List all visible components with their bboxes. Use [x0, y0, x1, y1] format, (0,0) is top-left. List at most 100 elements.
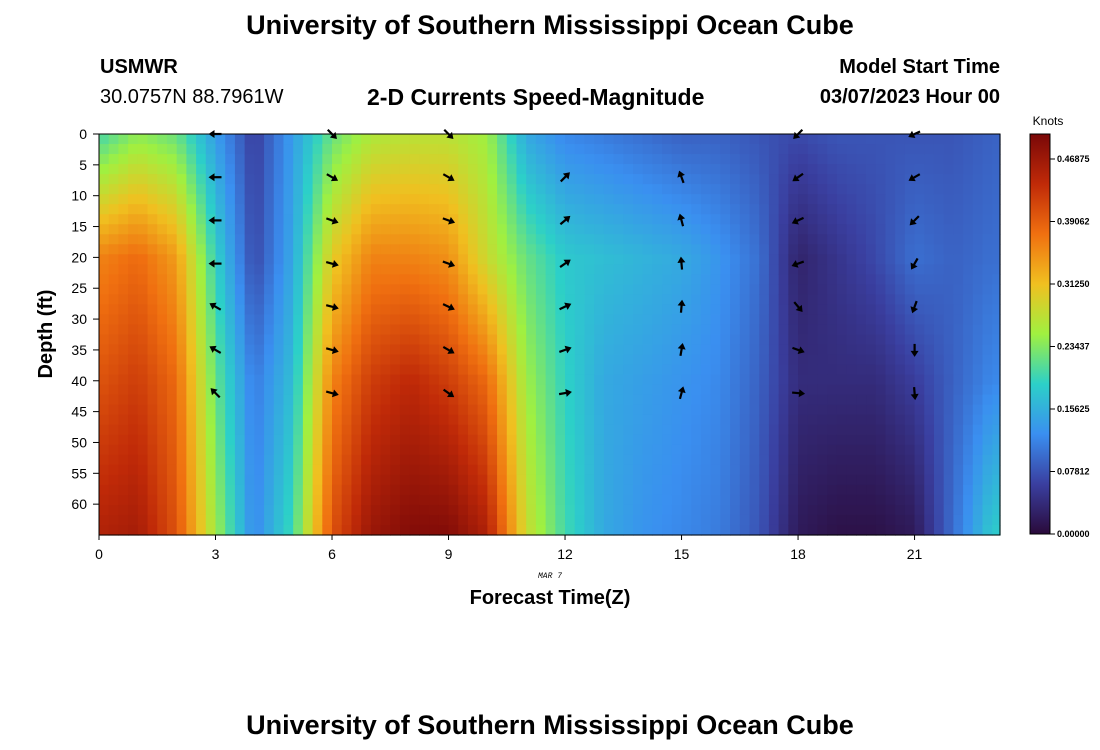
heatmap-cell	[506, 164, 518, 175]
heatmap-cell	[768, 414, 780, 426]
heatmap-cell	[633, 374, 644, 386]
heatmap-cell	[963, 434, 974, 446]
heatmap-cell	[710, 424, 721, 436]
heatmap-cell	[613, 494, 624, 506]
heatmap-cell	[798, 354, 809, 366]
heatmap-cell	[399, 274, 411, 285]
heatmap-cell	[128, 514, 139, 526]
heatmap-cell	[215, 484, 226, 496]
heatmap-cell	[467, 334, 479, 346]
heatmap-cell	[603, 184, 615, 195]
heatmap-cell	[652, 334, 663, 346]
heatmap-cell	[652, 484, 663, 496]
heatmap-cell	[497, 464, 508, 476]
heatmap-cell	[419, 524, 430, 536]
heatmap-cell	[710, 414, 721, 426]
heatmap-cell	[477, 334, 488, 346]
heatmap-cell	[924, 304, 935, 316]
heatmap-cell	[332, 184, 343, 195]
heatmap-cell	[555, 294, 566, 306]
heatmap-cell	[807, 304, 819, 316]
heatmap-cell	[108, 274, 120, 285]
heatmap-cell	[700, 174, 712, 185]
heatmap-cell	[972, 424, 984, 436]
heatmap-cell	[730, 284, 741, 295]
heatmap-cell	[458, 424, 469, 436]
vector-head	[908, 174, 916, 182]
heatmap-cell	[613, 334, 624, 346]
heatmap-cell	[186, 184, 197, 195]
heatmap-cell	[565, 314, 576, 326]
heatmap-cell	[555, 424, 566, 436]
heatmap-cell	[487, 434, 498, 446]
heatmap-cell	[933, 274, 945, 285]
heatmap-cell	[671, 224, 683, 235]
heatmap-cell	[128, 294, 139, 306]
heatmap-cell	[545, 424, 556, 436]
heatmap-cell	[633, 134, 644, 145]
heatmap-cell	[710, 504, 721, 516]
heatmap-cell	[603, 174, 615, 185]
heatmap-cell	[759, 524, 770, 536]
heatmap-cell	[516, 204, 527, 215]
heatmap-cell	[351, 494, 362, 506]
vector-head	[330, 174, 339, 182]
heatmap-cell	[662, 334, 673, 346]
heatmap-cell	[312, 364, 323, 376]
heatmap-cell	[234, 474, 246, 486]
heatmap-cell	[856, 514, 867, 526]
heatmap-cell	[293, 504, 304, 516]
heatmap-cell	[875, 424, 887, 436]
heatmap-cell	[642, 324, 654, 336]
heatmap-cell	[205, 224, 217, 235]
heatmap-cell	[332, 194, 343, 205]
heatmap-cell	[555, 374, 566, 386]
heatmap-cell	[924, 444, 935, 456]
heatmap-cell	[652, 344, 663, 356]
heatmap-cell	[798, 164, 809, 175]
heatmap-cell	[128, 314, 139, 326]
heatmap-cell	[739, 424, 751, 436]
heatmap-cell	[924, 204, 935, 215]
heatmap-cell	[613, 184, 624, 195]
heatmap-cell	[768, 174, 780, 185]
heatmap-cell	[788, 224, 799, 235]
heatmap-cell	[584, 434, 595, 446]
heatmap-cell	[545, 344, 556, 356]
heatmap-cell	[399, 474, 411, 486]
heatmap-cell	[147, 494, 158, 506]
heatmap-cell	[827, 204, 838, 215]
heatmap-cell	[506, 134, 518, 145]
heatmap-cell	[351, 214, 362, 225]
heatmap-cell	[273, 444, 285, 456]
heatmap-cell	[176, 284, 187, 295]
heatmap-cell	[778, 474, 789, 486]
heatmap-cell	[361, 184, 372, 195]
heatmap-cell	[108, 424, 120, 436]
heatmap-cell	[273, 304, 285, 316]
heatmap-cell	[166, 324, 178, 336]
heatmap-cell	[778, 144, 789, 155]
heatmap-cell	[914, 414, 925, 426]
heatmap-cell	[972, 304, 984, 316]
heatmap-cell	[924, 154, 935, 165]
heatmap-cell	[108, 224, 120, 235]
heatmap-cell	[467, 224, 479, 235]
heatmap-cell	[613, 424, 624, 436]
heatmap-cell	[448, 234, 459, 245]
heatmap-cell	[613, 324, 624, 336]
heatmap-cell	[186, 504, 197, 516]
heatmap-cell	[943, 144, 954, 155]
heatmap-cell	[759, 414, 770, 426]
heatmap-cell	[788, 364, 799, 376]
heatmap-cell	[691, 214, 702, 225]
heatmap-cell	[836, 524, 848, 536]
heatmap-cell	[380, 244, 391, 255]
heatmap-cell	[516, 144, 527, 155]
heatmap-cell	[458, 514, 469, 526]
heatmap-cell	[866, 194, 877, 205]
heatmap-cell	[545, 194, 556, 205]
heatmap-cell	[176, 344, 187, 356]
heatmap-cell	[283, 194, 294, 205]
heatmap-cell	[953, 214, 964, 225]
